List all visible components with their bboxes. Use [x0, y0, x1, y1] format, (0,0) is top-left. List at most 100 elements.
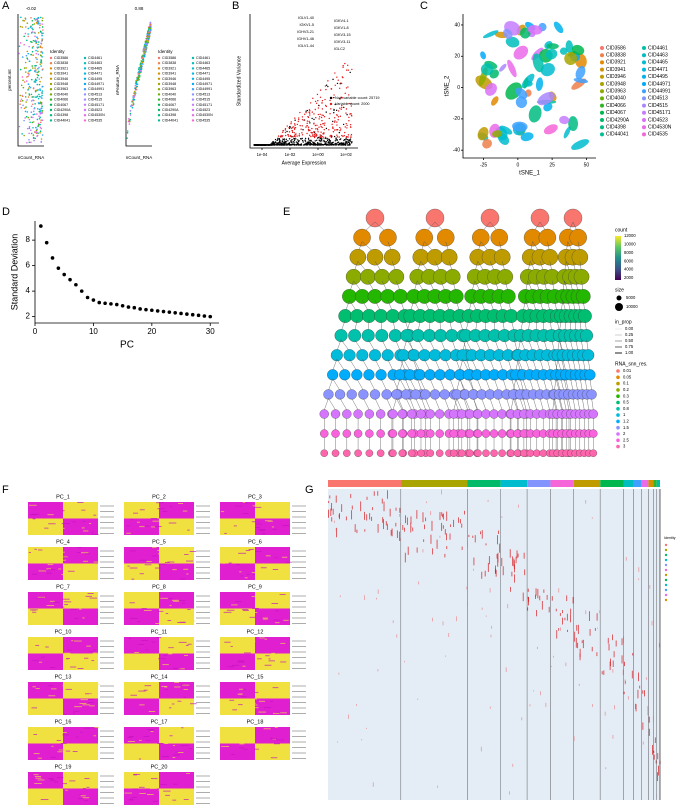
legend-swatch — [191, 93, 195, 96]
heatmap-noise — [91, 533, 99, 535]
texture-point — [277, 137, 279, 140]
heatmap-high — [364, 511, 365, 520]
texture-point — [33, 139, 35, 142]
texture-point — [36, 128, 38, 131]
heatmap-high — [461, 546, 463, 551]
tree-edge — [459, 378, 466, 391]
heatmap-noise — [81, 509, 86, 511]
heatmap-noise — [172, 569, 177, 571]
heatmap-noise — [151, 555, 158, 557]
heatmap-noise — [238, 704, 243, 706]
texture-point — [141, 61, 144, 64]
texture-point — [317, 100, 319, 102]
heatmap-noise — [243, 730, 248, 731]
legend-swatch — [191, 67, 195, 70]
heatmap-noise — [71, 640, 74, 642]
legend-label: 4000 — [624, 267, 634, 272]
texture-point — [321, 119, 323, 122]
tree-edge — [526, 398, 531, 411]
texture-point — [273, 144, 276, 146]
heatmap-noise — [57, 555, 64, 556]
heatmap-noise — [34, 783, 42, 784]
legend-swatch — [49, 103, 53, 107]
x-tick-label: 20 — [147, 327, 156, 336]
texture-point — [291, 126, 294, 129]
texture-point — [335, 142, 337, 145]
heatmap-high — [497, 552, 499, 563]
heatmap-high — [350, 493, 352, 499]
texture-point — [288, 135, 290, 137]
texture-point — [277, 135, 280, 137]
tree-node — [539, 449, 547, 457]
texture-point — [41, 46, 43, 49]
heatmap-noise — [56, 777, 64, 778]
heatmap-noise — [62, 685, 70, 687]
heatmap-high — [537, 588, 539, 599]
legend-swatch — [642, 67, 646, 72]
heatmap-noise — [254, 707, 259, 709]
heatmap-noise — [251, 521, 256, 523]
heatmap-high — [354, 524, 356, 532]
tree-edge — [518, 359, 523, 371]
texture-point — [18, 45, 21, 47]
heatmap-block — [550, 489, 574, 800]
heatmap-noise — [441, 489, 442, 495]
texture-point — [332, 126, 334, 128]
texture-point — [37, 89, 39, 91]
heatmap-noise — [41, 656, 45, 658]
texture-point — [280, 142, 282, 144]
data-point — [85, 295, 90, 300]
heatmap-noise — [220, 640, 225, 641]
tree-node — [375, 409, 386, 419]
texture-point — [40, 61, 42, 63]
heatmap-noise — [129, 798, 133, 800]
heatmap-high — [535, 594, 536, 597]
texture-point — [281, 141, 284, 143]
heatmap-high — [581, 640, 583, 644]
texture-point — [313, 113, 315, 115]
texture-point — [327, 141, 330, 143]
texture-point — [280, 134, 282, 137]
heatmap-noise — [184, 554, 189, 555]
tree-edge — [429, 339, 436, 352]
tree-edge — [445, 359, 451, 371]
heatmap-noise — [281, 556, 288, 558]
heatmap-high — [535, 588, 537, 596]
cell-cluster — [559, 115, 570, 125]
texture-point — [337, 119, 339, 121]
texture-point — [22, 79, 24, 82]
legend-swatch — [664, 563, 668, 567]
texture-point — [40, 107, 43, 109]
tree-edge — [362, 359, 370, 371]
texture-point — [29, 69, 32, 72]
texture-point — [347, 136, 349, 138]
heatmap-noise — [181, 684, 185, 685]
legend-swatch — [664, 558, 668, 562]
heatmap-noise — [178, 740, 182, 742]
texture-point — [350, 112, 352, 115]
heatmap-noise — [188, 748, 193, 750]
heatmap-noise — [178, 641, 187, 643]
tree-edge — [409, 398, 415, 411]
heatmap-noise — [173, 793, 180, 794]
texture-point — [21, 56, 24, 58]
texture-point — [315, 117, 317, 119]
data-point — [56, 266, 61, 270]
legend-label: CID4535 — [196, 118, 210, 122]
heatmap-noise — [272, 569, 279, 570]
heatmap-noise — [279, 594, 286, 595]
heatmap-noise — [529, 704, 531, 707]
heatmap-title: PC_6 — [248, 539, 262, 545]
tree-edge — [469, 378, 474, 391]
legend-swatch — [642, 60, 646, 65]
heatmap-noise — [233, 525, 237, 527]
texture-point — [140, 64, 142, 66]
legend-label: Variable count: 2000 — [335, 102, 370, 106]
x-tick-label: 1e-02 — [285, 152, 296, 157]
texture-point — [344, 62, 346, 65]
texture-point — [28, 45, 30, 48]
tree-node — [348, 329, 362, 343]
texture-point — [41, 105, 43, 108]
heatmap-noise — [80, 552, 89, 554]
